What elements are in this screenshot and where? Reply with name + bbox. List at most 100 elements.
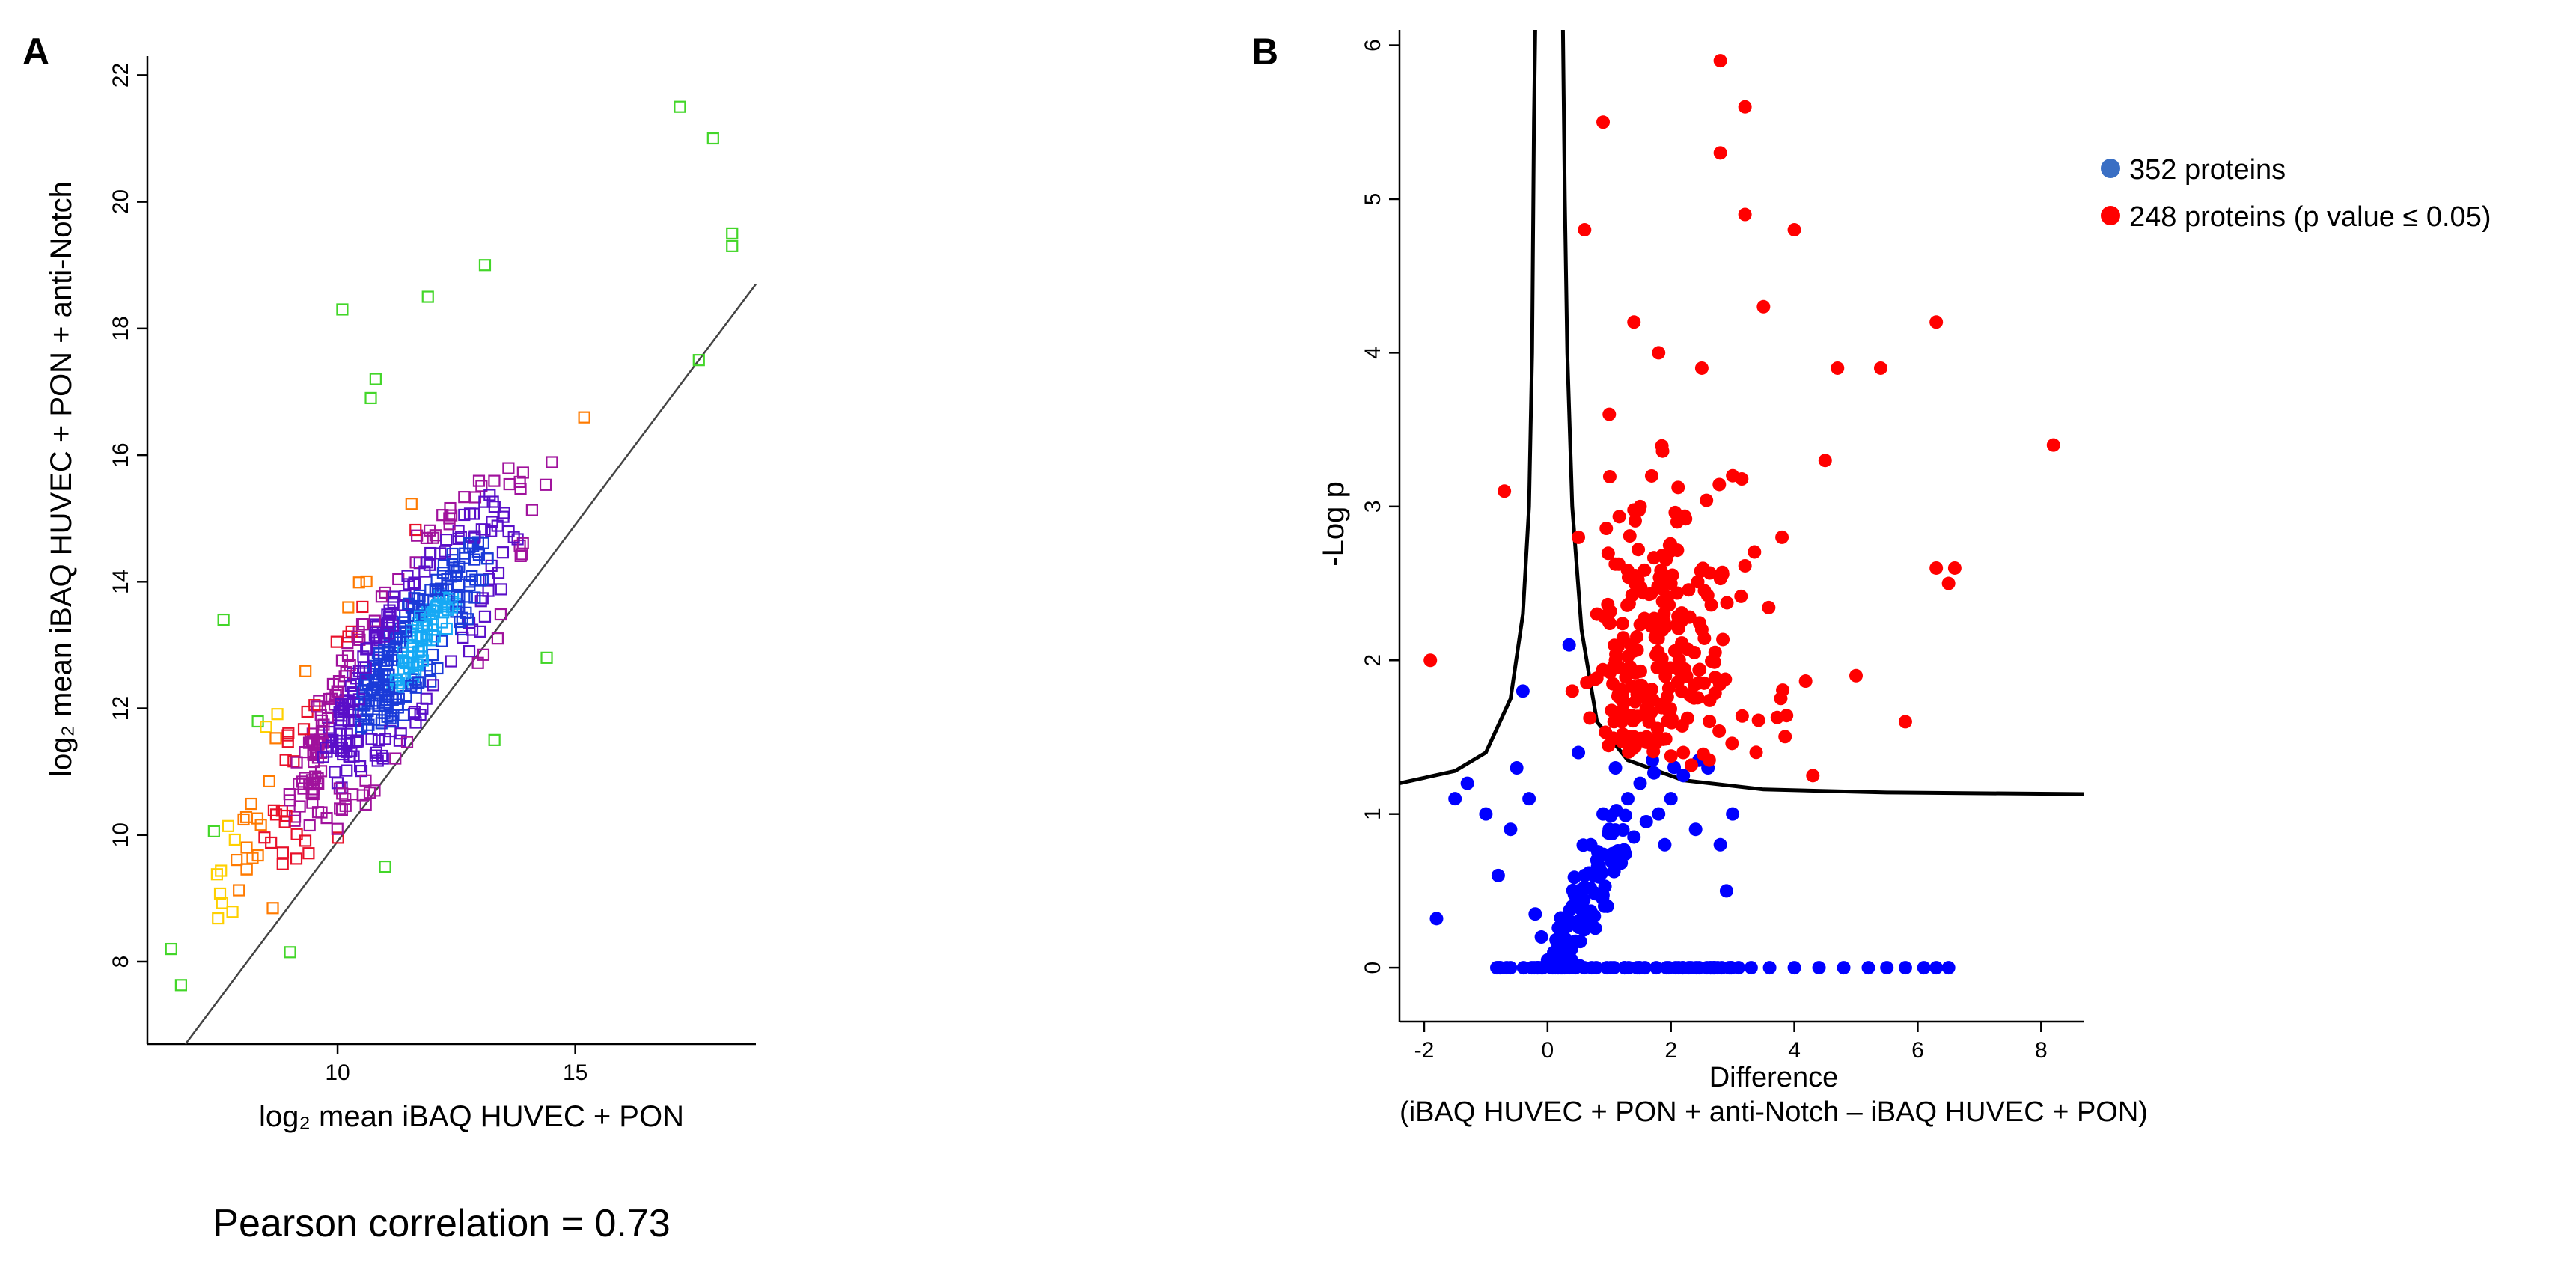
panel-b-point-blue [1722, 961, 1736, 975]
panel-a-point [546, 456, 558, 468]
panel-b-point-blue [1573, 935, 1587, 949]
panel-b-point-blue [1621, 792, 1635, 806]
panel-b-point-blue [1479, 807, 1493, 821]
panel-b-point-blue [1576, 838, 1590, 852]
legend-marker-red [2101, 206, 2120, 225]
panel-a-point [213, 887, 227, 900]
panel-b-point-blue [1557, 961, 1572, 975]
panel-b-point-red [1626, 714, 1640, 728]
panel-a-point [436, 567, 450, 579]
panel-b-x-tick-label: 8 [2035, 1038, 2048, 1063]
panel-a-point [265, 836, 278, 849]
panel-b-point-red [1849, 668, 1863, 683]
panel-a-point [359, 673, 373, 686]
panel-a-point [692, 354, 705, 367]
panel-a-point [290, 756, 303, 769]
panel-a-point [411, 529, 424, 542]
panel-a-point [330, 635, 343, 648]
panel-b-point-red [1676, 745, 1691, 760]
panel-a-point [452, 525, 465, 537]
panel-b-point-red [1735, 709, 1749, 723]
panel-b-point-blue [1560, 919, 1575, 933]
panel-b-point-red [1658, 669, 1673, 683]
panel-a-point [446, 547, 459, 561]
panel-b-ticks: -2 0 2 4 6 8 0 1 2 3 4 5 6 [1361, 39, 2048, 1063]
panel-a-point [341, 650, 355, 662]
panel-b-point-red [1751, 713, 1765, 727]
panel-a-point [233, 884, 245, 897]
panel-a-point [578, 411, 590, 424]
panel-b-point-blue [1596, 888, 1610, 902]
panel-a-point [315, 714, 329, 727]
panel-b-point-red [1580, 676, 1594, 690]
panel-b-y-tick-label: 3 [1361, 500, 1385, 513]
panel-a-point [368, 659, 382, 672]
panel-b-point-red [1798, 674, 1813, 689]
panel-b-point-blue [1566, 883, 1580, 897]
panel-a-point [440, 533, 453, 546]
panel-a-point [457, 631, 469, 644]
panel-b-y-tick-label: 1 [1361, 808, 1385, 820]
panel-b-x-tick-label: 2 [1664, 1038, 1677, 1063]
panel-b-point-red [1602, 469, 1617, 483]
panel-b-point-red [1657, 607, 1671, 621]
panel-a-point [495, 583, 507, 596]
panel-b-point-blue [1516, 684, 1530, 698]
panel-b-point-blue [1610, 845, 1624, 859]
panel-a-point [356, 600, 369, 614]
panel-b-point-blue [1429, 912, 1444, 926]
panel-a-point [412, 645, 425, 658]
panel-a-point [355, 708, 367, 721]
panel-b-point-blue [1563, 903, 1577, 917]
panel-a-point [299, 665, 312, 677]
panel-b-point-blue [1577, 961, 1591, 975]
panel-a-point [379, 699, 391, 712]
panel-a-point [335, 727, 347, 740]
panel-a-point [369, 749, 382, 762]
panel-b-point-blue [1929, 961, 1944, 975]
panel-b-point-blue [1504, 822, 1518, 837]
panel-b-letter: B [1251, 31, 1279, 73]
panel-b-point-blue [1607, 864, 1621, 879]
panel-b-point-red [1687, 691, 1701, 705]
panel-b-point-red [1498, 484, 1512, 498]
panel-b-point-blue [1898, 961, 1912, 975]
panel-b-point-blue [1590, 845, 1605, 859]
panel-a-point [502, 462, 515, 474]
panel-a-point [362, 718, 375, 731]
panel-a-point [486, 516, 498, 528]
panel-a-y-tick-label: 20 [109, 189, 133, 214]
panel-a-point [344, 679, 357, 692]
panel-b-point-blue [1531, 961, 1545, 975]
panel-a-point [306, 796, 319, 809]
legend-label-1: 352 proteins [2129, 154, 2286, 186]
panel-b-point-red [1602, 407, 1617, 421]
panel-b-point-red [1661, 714, 1675, 728]
panel-b-axes [1398, 30, 2084, 1023]
panel-b-point-blue [1460, 776, 1474, 790]
panel-b-point-red [1738, 100, 1752, 114]
panel-a-point [356, 685, 369, 698]
panel-b-point-blue [1649, 961, 1664, 975]
panel-b-point-red [1583, 711, 1597, 725]
panel-b-point-blue [1490, 961, 1504, 975]
panel-a-point [445, 509, 458, 522]
panel-a-point [339, 799, 352, 812]
panel-b-y-tick-label: 4 [1361, 347, 1385, 359]
panel-b-point-blue [1549, 932, 1563, 947]
panel-a-point [387, 598, 400, 611]
panel-a-point [478, 259, 492, 272]
panel-b-x-label-2: (iBAQ HUVEC + PON + anti-Notch – iBAQ HU… [1400, 1096, 2148, 1128]
panel-a-point [311, 776, 323, 790]
panel-b-point-red [1640, 702, 1655, 716]
panel-a-point [390, 641, 403, 654]
legend-marker-blue [2101, 159, 2120, 178]
panel-b-point-red [1632, 503, 1646, 517]
panel-b-point-red [1787, 223, 1801, 237]
pearson-annotation: Pearson correlation = 0.73 [213, 1202, 670, 1245]
panel-b-point-red [1707, 655, 1721, 669]
panel-a-x-tick-label: 15 [563, 1060, 587, 1085]
panel-b-point-red [1749, 745, 1763, 760]
panel-a-point [254, 819, 267, 831]
